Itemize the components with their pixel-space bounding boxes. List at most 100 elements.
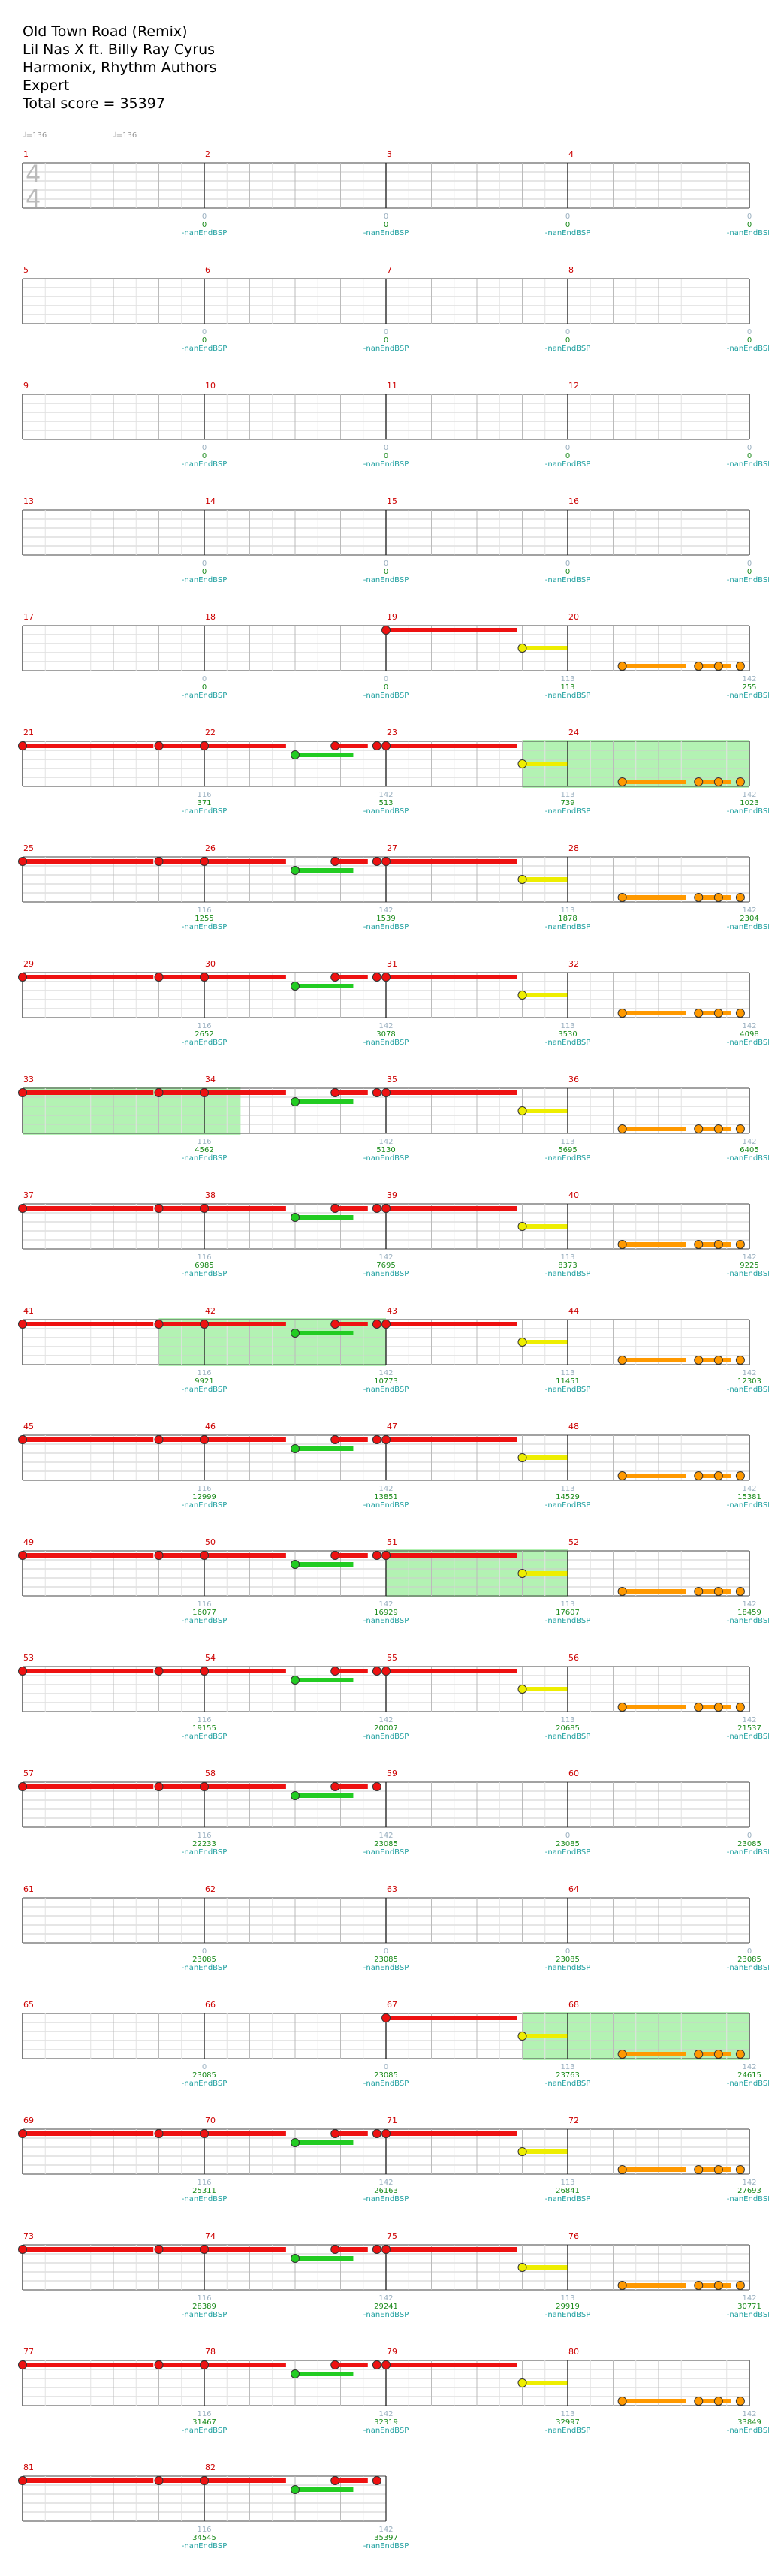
note-head: [694, 2281, 704, 2290]
note-count: 0: [747, 560, 752, 568]
sub-label: -nanEndBSP: [182, 692, 227, 700]
sub-label: -nanEndBSP: [363, 2427, 409, 2435]
note-head: [330, 1551, 340, 1560]
note-head: [291, 982, 300, 991]
measure-number: 5: [23, 265, 29, 275]
note-head: [617, 1703, 627, 1712]
note-count: 0: [202, 213, 207, 221]
note-head: [381, 1667, 391, 1676]
note-head: [617, 2281, 627, 2290]
note-head: [517, 1685, 527, 1694]
note-head: [735, 2050, 745, 2059]
note-head: [381, 973, 391, 982]
sub-label: -nanEndBSP: [363, 345, 409, 353]
note-head: [200, 1204, 209, 1213]
sub-label: -nanEndBSP: [182, 1964, 227, 1972]
note-count: 142: [742, 1716, 756, 1724]
sub-label: -nanEndBSP: [363, 2542, 409, 2550]
note-head: [18, 2360, 27, 2369]
sub-label: -nanEndBSP: [182, 1039, 227, 1047]
note-head: [694, 1356, 704, 1365]
note-count: 113: [560, 906, 574, 915]
sub-label: -nanEndBSP: [363, 1039, 409, 1047]
note-head: [154, 2245, 164, 2254]
running-score: 3530: [558, 1030, 577, 1039]
measure-number: 20: [568, 612, 579, 622]
sub-label: -nanEndBSP: [545, 1154, 590, 1163]
measure-number: 78: [205, 2347, 216, 2357]
measure-number: 14: [205, 496, 216, 506]
sub-label: -nanEndBSP: [727, 1270, 769, 1278]
sub-label: -nanEndBSP: [182, 1501, 227, 1510]
note-count: 142: [742, 2063, 756, 2071]
note-head: [18, 973, 27, 982]
sub-label: -nanEndBSP: [545, 2311, 590, 2319]
running-score: 9225: [740, 1262, 758, 1270]
note-count: 142: [378, 1253, 393, 1262]
running-score: 23085: [556, 1956, 580, 1964]
sub-label: -nanEndBSP: [182, 1617, 227, 1625]
measure-number: 38: [205, 1190, 216, 1200]
note-count: 0: [747, 1832, 752, 1840]
note-head: [18, 1320, 27, 1329]
measure-number: 32: [568, 959, 579, 969]
measure-number: 30: [205, 959, 216, 969]
note-head: [372, 1435, 381, 1444]
note-head: [617, 662, 627, 671]
note-head: [381, 2013, 391, 2022]
sub-label: -nanEndBSP: [727, 692, 769, 700]
measure-number: 81: [23, 2463, 34, 2472]
note-head: [517, 2263, 527, 2272]
note-head: [713, 1587, 723, 1596]
note-head: [735, 1009, 745, 1018]
running-score: 12999: [192, 1493, 216, 1501]
running-score: 6985: [195, 1262, 213, 1270]
note-head: [735, 662, 745, 671]
running-score: 6405: [740, 1146, 758, 1154]
note-head: [291, 866, 300, 875]
note-count: 116: [197, 1253, 211, 1262]
running-score: 5695: [558, 1146, 577, 1154]
note-head: [154, 1667, 164, 1676]
note-count: 142: [378, 2179, 393, 2187]
note-head: [154, 973, 164, 982]
time-signature-bottom: 4: [26, 184, 41, 213]
note-head: [517, 1106, 527, 1115]
total-score: Total score = 35397: [23, 95, 165, 112]
measure-number: 23: [387, 728, 397, 738]
sub-label: -nanEndBSP: [727, 576, 769, 584]
note-head: [381, 626, 391, 635]
measure-number: 37: [23, 1190, 34, 1200]
measure-number: 17: [23, 612, 34, 622]
running-score: 23763: [556, 2071, 580, 2080]
note-head: [617, 1009, 627, 1018]
note-head: [200, 2245, 209, 2254]
running-score: 0: [384, 221, 388, 229]
sub-label: -nanEndBSP: [727, 1039, 769, 1047]
note-count: 142: [378, 2410, 393, 2418]
sub-label: -nanEndBSP: [727, 1848, 769, 1857]
running-score: 27693: [737, 2187, 761, 2195]
running-score: 34545: [192, 2534, 216, 2542]
running-score: 12303: [737, 1377, 761, 1386]
note-head: [694, 2050, 704, 2059]
sub-label: -nanEndBSP: [363, 2311, 409, 2319]
sub-label: -nanEndBSP: [363, 229, 409, 237]
running-score: 17607: [556, 1609, 580, 1617]
note-head: [200, 857, 209, 866]
sub-label: -nanEndBSP: [182, 807, 227, 816]
measure-number: 57: [23, 1769, 34, 1778]
running-score: 0: [202, 683, 207, 692]
measure-number: 22: [205, 728, 216, 738]
running-score: 4098: [740, 1030, 758, 1039]
song-charter: Harmonix, Rhythm Authors: [23, 59, 217, 76]
note-count: 116: [197, 1138, 211, 1146]
sub-label: -nanEndBSP: [363, 2195, 409, 2203]
note-count: 142: [378, 2526, 393, 2534]
note-head: [617, 2050, 627, 2059]
note-head: [617, 2397, 627, 2406]
running-score: 16929: [374, 1609, 398, 1617]
note-count: 142: [378, 1369, 393, 1377]
note-head: [694, 1240, 704, 1249]
note-head: [713, 1471, 723, 1480]
